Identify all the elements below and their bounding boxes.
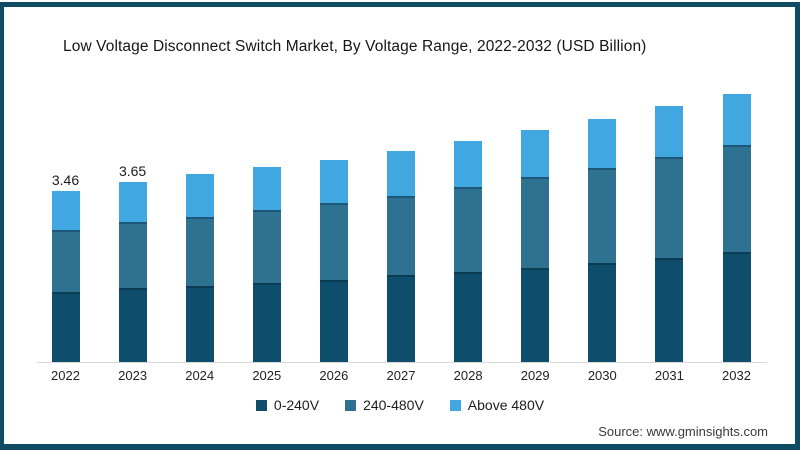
bar-segment-2032-Above 480V [722, 93, 751, 146]
bar-segment-2030-Above 480V [588, 119, 617, 168]
bar-2026 [319, 160, 348, 363]
x-tick-2023: 2023 [118, 368, 148, 383]
bar-segment-2027-0-240V [387, 274, 415, 362]
bar-2030 [588, 119, 617, 362]
bar-segment-2023-240-480V [118, 221, 147, 288]
x-tick-2029: 2029 [520, 368, 550, 383]
bar-segment-2032-240-480V [722, 145, 751, 253]
bar-2028 [454, 141, 483, 362]
bar-segment-2026-Above 480V [319, 160, 348, 204]
bar-segment-2031-240-480V [655, 157, 684, 258]
bar-segment-2022-240-480V [51, 230, 80, 292]
legend-label-above-480v: Above 480V [467, 397, 545, 413]
bar-segment-2024-Above 480V [185, 174, 214, 217]
x-tick-2028: 2028 [453, 368, 483, 383]
bar-segment-2032-0-240V [722, 252, 751, 362]
bar-segment-2028-240-480V [454, 186, 483, 273]
bar-segment-2028-Above 480V [454, 141, 483, 187]
legend-label-240-480v: 240-480V [363, 397, 424, 413]
bar-segment-2027-Above 480V [387, 151, 415, 196]
bar-2022: 3.46 [51, 172, 80, 362]
bar-segment-2029-0-240V [521, 267, 550, 362]
x-tick-2022: 2022 [51, 368, 80, 383]
bar-2027 [387, 151, 415, 362]
data-label-2022: 3.46 [51, 172, 80, 189]
bar-segment-2028-0-240V [454, 272, 483, 362]
legend: 0-240V 240-480V Above 480V [0, 397, 800, 413]
legend-label-0-240v: 0-240V [273, 397, 320, 413]
bar-2031 [655, 106, 684, 362]
data-label-2023: 3.65 [118, 162, 147, 179]
bar-2023: 3.65 [118, 163, 147, 362]
bar-2029 [521, 130, 550, 362]
bar-2024 [185, 174, 214, 363]
bar-segment-2029-240-480V [521, 177, 550, 268]
legend-swatch-0-240v [255, 399, 267, 411]
legend-item-240-480v: 240-480V [345, 397, 424, 413]
legend-item-above-480v: Above 480V [449, 397, 545, 413]
chart-title: Low Voltage Disconnect Switch Market, By… [63, 38, 647, 55]
x-tick-2031: 2031 [654, 368, 684, 383]
x-axis-line [37, 362, 767, 363]
x-tick-2030: 2030 [587, 368, 617, 383]
bar-segment-2023-Above 480V [118, 181, 147, 222]
bar-segment-2026-0-240V [319, 280, 348, 363]
bar-segment-2026-240-480V [319, 203, 348, 281]
bar-segment-2025-Above 480V [252, 167, 281, 211]
bar-segment-2023-0-240V [118, 287, 147, 362]
bar-segment-2022-0-240V [51, 291, 80, 362]
bar-segment-2024-0-240V [185, 285, 214, 363]
x-tick-2027: 2027 [386, 368, 416, 383]
x-tick-2024: 2024 [185, 368, 215, 383]
legend-item-0-240v: 0-240V [255, 397, 320, 413]
bar-segment-2025-240-480V [252, 210, 281, 283]
bar-2025 [252, 167, 281, 362]
bar-segment-2031-Above 480V [655, 106, 684, 157]
x-tick-2032: 2032 [722, 368, 751, 383]
bar-segment-2029-Above 480V [521, 130, 550, 178]
bar-segment-2024-240-480V [185, 216, 214, 286]
source-attribution: Source: www.gminsights.com [598, 424, 768, 439]
bar-segment-2030-0-240V [588, 262, 617, 362]
bar-segment-2022-Above 480V [51, 191, 80, 231]
bar-2032 [722, 93, 751, 362]
legend-swatch-240-480v [345, 399, 357, 411]
x-tick-2025: 2025 [252, 368, 282, 383]
bar-segment-2025-0-240V [252, 283, 281, 362]
bar-segment-2030-240-480V [588, 167, 617, 263]
x-tick-2026: 2026 [319, 368, 349, 383]
bar-segment-2027-240-480V [387, 195, 415, 275]
legend-swatch-above-480v [449, 399, 461, 411]
bar-segment-2031-0-240V [655, 257, 684, 362]
